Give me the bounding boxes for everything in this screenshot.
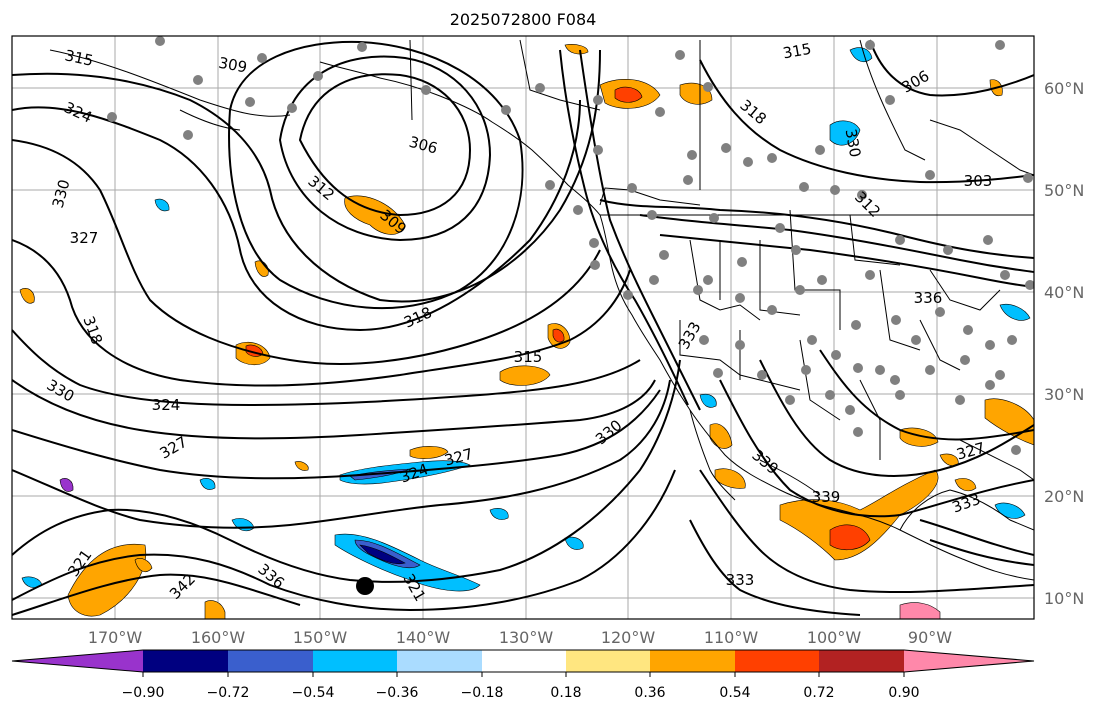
contour-label: 330 — [842, 127, 865, 158]
lon-label: 160°W — [191, 628, 246, 647]
colorbar-label: 0.36 — [634, 685, 665, 701]
lon-label: 90°W — [908, 628, 952, 647]
colorbar-segment — [228, 650, 313, 672]
lon-label: 120°W — [601, 628, 656, 647]
storm-center-marker — [356, 577, 374, 595]
colorbar-segment — [566, 650, 650, 672]
colorbar-label: −0.72 — [207, 685, 250, 701]
station-dots — [107, 36, 1034, 455]
colorbar-label: −0.90 — [122, 685, 165, 701]
lat-label: 60°N — [1044, 79, 1084, 98]
contour-label: 315 — [781, 40, 812, 63]
contour-label: 327 — [70, 229, 99, 247]
contour-label: 339 — [812, 488, 841, 506]
colorbar-segment — [397, 650, 482, 672]
coastlines-and-borders — [49, 39, 1034, 581]
contour-label: 324 — [152, 396, 181, 414]
lat-label: 40°N — [1044, 283, 1084, 302]
lat-label: 20°N — [1044, 487, 1084, 506]
lon-label: 140°W — [396, 628, 451, 647]
lon-label: 100°W — [807, 628, 862, 647]
lon-label: 110°W — [704, 628, 759, 647]
lat-label: 10°N — [1044, 589, 1084, 608]
colorbar-label: −0.18 — [461, 685, 504, 701]
colorbar-segment — [143, 650, 228, 672]
contour-label: 333 — [726, 571, 755, 589]
longitude-labels: 170°W 160°W 150°W 140°W 130°W 120°W 110°… — [88, 628, 952, 647]
colorbar-segment — [12, 650, 143, 672]
lon-label: 170°W — [88, 628, 143, 647]
contour-label: 336 — [914, 289, 943, 307]
map-frame — [11, 35, 1035, 620]
colorbar-label: 0.72 — [803, 685, 834, 701]
colorbar-label: 0.18 — [550, 685, 581, 701]
colorbar-segment — [904, 650, 1034, 672]
contour-label: 303 — [964, 172, 993, 190]
colorbar-label: −0.36 — [376, 685, 419, 701]
colorbar: −0.90 −0.72 −0.54 −0.36 −0.18 0.18 0.36 … — [11, 649, 1035, 701]
lon-label: 130°W — [499, 628, 554, 647]
lat-label: 50°N — [1044, 181, 1084, 200]
colorbar-segment — [650, 650, 735, 672]
lat-label: 30°N — [1044, 385, 1084, 404]
contour-label: 309 — [217, 54, 248, 77]
colorbar-label: 0.90 — [888, 685, 919, 701]
colorbar-segment — [819, 650, 904, 672]
colorbar-segment — [735, 650, 819, 672]
lon-label: 150°W — [293, 628, 348, 647]
latitude-labels: 60°N 50°N 40°N 30°N 20°N 10°N — [1044, 79, 1084, 608]
colorbar-segment — [313, 650, 397, 672]
colorbar-segment — [482, 650, 566, 672]
colorbar-label: −0.54 — [292, 685, 335, 701]
contour-label: 315 — [514, 348, 543, 366]
theta-contours — [12, 39, 1034, 616]
chart-title: 2025072800 F084 — [449, 10, 597, 29]
contour-label: 315 — [63, 46, 95, 70]
colorbar-label: 0.54 — [719, 685, 750, 701]
